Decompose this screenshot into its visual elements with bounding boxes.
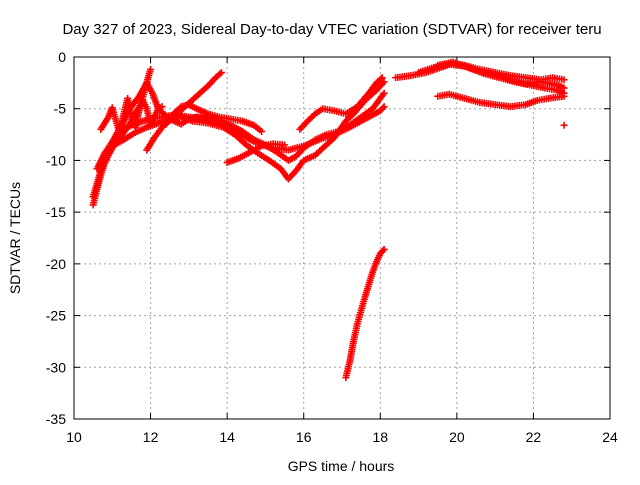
data-point — [147, 65, 155, 73]
y-tick-label: -30 — [46, 359, 66, 375]
data-points — [89, 58, 568, 382]
y-tick-label: -15 — [46, 204, 66, 220]
x-tick-label: 12 — [143, 429, 159, 445]
chart-title: Day 327 of 2023, Sidereal Day-to-day VTE… — [62, 21, 601, 38]
data-point — [216, 70, 224, 78]
data-point — [380, 245, 388, 253]
x-tick-label: 16 — [296, 429, 312, 445]
data-point — [378, 74, 386, 82]
y-tick-label: -20 — [46, 256, 66, 272]
y-tick-label: -35 — [46, 411, 66, 427]
data-point — [560, 121, 568, 129]
data-point — [560, 76, 568, 84]
data-point — [380, 103, 388, 111]
data-point — [281, 141, 289, 149]
data-point — [379, 104, 387, 112]
x-axis-label: GPS time / hours — [288, 458, 395, 474]
x-tick-label: 10 — [66, 429, 82, 445]
x-tick-label: 24 — [602, 429, 618, 445]
data-point — [380, 89, 388, 97]
y-axis-label: SDTVAR / TECUs — [7, 182, 23, 294]
data-point — [379, 247, 387, 255]
data-point — [560, 92, 568, 100]
x-tick-label: 18 — [372, 429, 388, 445]
plot-frame — [73, 56, 611, 420]
data-point — [258, 127, 266, 135]
x-tick-label: 20 — [449, 429, 465, 445]
data-point — [217, 69, 225, 77]
x-tick-label: 14 — [219, 429, 235, 445]
x-tick-label: 22 — [526, 429, 542, 445]
data-point — [377, 75, 385, 83]
y-tick-label: -10 — [46, 152, 66, 168]
data-point — [158, 103, 166, 111]
y-tick-label: -25 — [46, 308, 66, 324]
y-tick-label: -5 — [54, 101, 67, 117]
y-tick-label: 0 — [58, 49, 66, 65]
axis-ticks: 10 12 14 16 18 20 22 24 0 -5 -10 -15 -20 -25 -30 -35 — [46, 49, 618, 445]
